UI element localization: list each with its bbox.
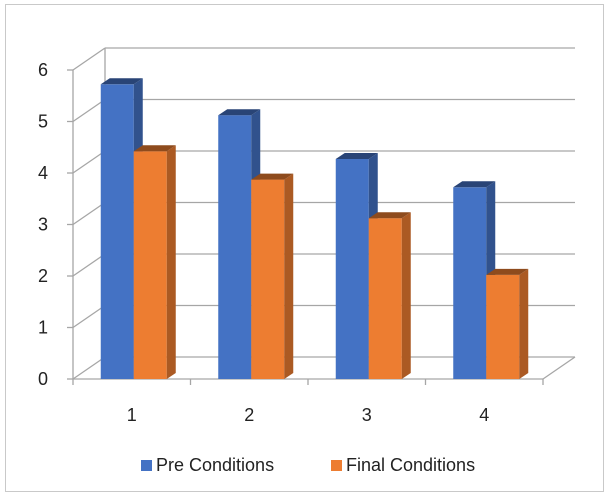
bar-top bbox=[133, 145, 176, 152]
gridline-side bbox=[72, 304, 106, 329]
y-tick-label: 0 bbox=[38, 369, 48, 389]
legend-swatch bbox=[331, 460, 342, 471]
bar-top bbox=[486, 268, 529, 275]
gridline-side bbox=[72, 253, 106, 277]
gridline-side bbox=[72, 356, 106, 380]
gridline-side bbox=[72, 201, 106, 226]
bar-top bbox=[100, 78, 143, 85]
bar-top bbox=[368, 212, 411, 219]
floor-right-edge bbox=[542, 356, 576, 380]
bar bbox=[368, 218, 402, 379]
x-tick-label: 3 bbox=[362, 405, 372, 425]
gridline-side bbox=[72, 47, 106, 71]
x-tick-label: 2 bbox=[244, 405, 254, 425]
bar-top bbox=[453, 181, 496, 188]
bar bbox=[486, 274, 520, 379]
bar bbox=[251, 179, 285, 379]
bar bbox=[453, 187, 487, 379]
legend-swatch bbox=[141, 460, 152, 471]
bar-side bbox=[401, 212, 411, 379]
y-tick-label: 3 bbox=[38, 215, 48, 235]
y-tick-label: 6 bbox=[38, 60, 48, 80]
legend-label: Final Conditions bbox=[346, 455, 475, 475]
y-tick-label: 2 bbox=[38, 266, 48, 286]
bar-chart: 0 1 2 3 4 5 6 1 2 3 4 Pre Conditions Final Conditi… bbox=[38, 47, 576, 475]
chart-frame: 0 1 2 3 4 5 6 1 2 3 4 Pre Conditions Final Conditi… bbox=[5, 4, 604, 492]
bar bbox=[133, 151, 167, 379]
bar bbox=[218, 115, 252, 379]
x-tick-label: 4 bbox=[479, 405, 489, 425]
bar-top bbox=[251, 173, 294, 180]
bar bbox=[335, 158, 369, 379]
bars bbox=[100, 78, 529, 380]
bar-side bbox=[284, 173, 294, 379]
bar bbox=[100, 84, 134, 380]
bar-top bbox=[335, 152, 378, 159]
gridline-side bbox=[72, 150, 106, 174]
gridline-side bbox=[72, 98, 106, 123]
y-axis-ticks: 0 1 2 3 4 5 6 bbox=[38, 60, 73, 389]
y-tick-label: 5 bbox=[38, 112, 48, 132]
legend-label: Pre Conditions bbox=[156, 455, 274, 475]
bar-side bbox=[166, 145, 176, 379]
bar-top bbox=[218, 109, 261, 116]
y-tick-label: 4 bbox=[38, 163, 48, 183]
y-tick-label: 1 bbox=[38, 318, 48, 338]
bar-side bbox=[519, 268, 529, 379]
x-tick-label: 1 bbox=[127, 405, 137, 425]
legend: Pre Conditions Final Conditions bbox=[141, 455, 475, 475]
x-axis-ticks: 1 2 3 4 bbox=[72, 379, 544, 425]
